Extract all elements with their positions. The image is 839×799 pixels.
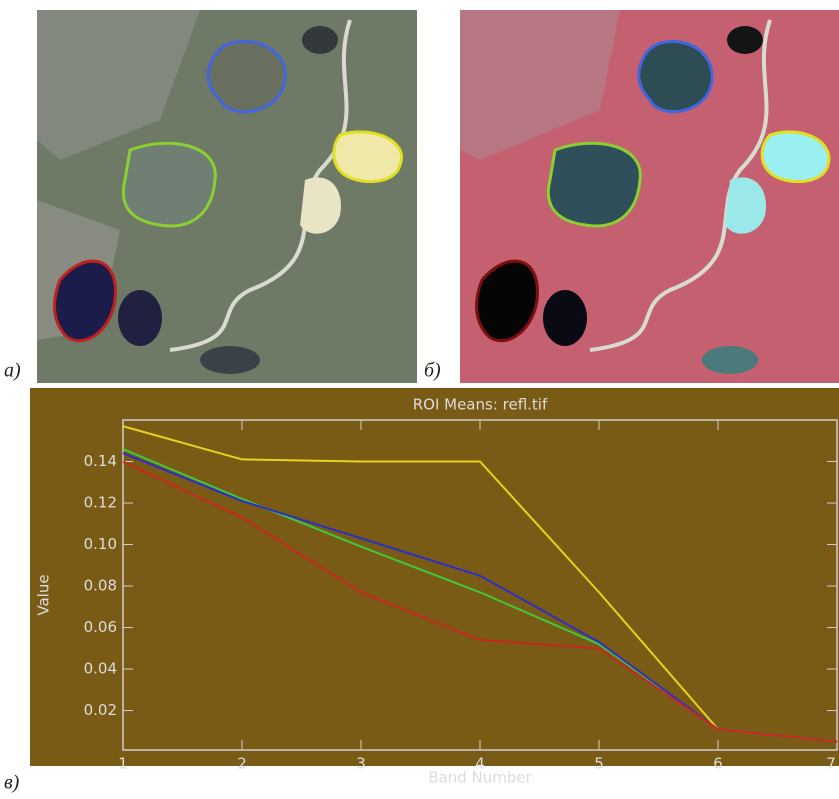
x-tick-label: 4	[475, 755, 485, 773]
panel-label: б)	[424, 360, 441, 382]
y-tick-label: 0.14	[84, 452, 117, 470]
x-tick-label: 1	[118, 755, 128, 773]
figure: а) б) в) ROI Means: refl.tif Band Number…	[0, 0, 839, 795]
x-tick-label: 3	[356, 755, 366, 773]
chart-background	[30, 388, 839, 766]
chart-title: ROI Means: refl.tif	[413, 396, 548, 414]
y-axis-label: Value	[35, 574, 53, 615]
panel-label: в)	[4, 772, 20, 794]
x-tick-label: 6	[713, 755, 723, 773]
x-tick-label: 7	[826, 755, 836, 773]
y-tick-label: 0.10	[84, 535, 117, 553]
y-tick-label: 0.02	[84, 701, 117, 719]
satellite-image-a	[37, 10, 417, 383]
y-tick-label: 0.04	[84, 660, 117, 678]
page: {"panels": ["а)", "б)", "в)"], "chart_da…	[0, 0, 839, 795]
y-tick-label: 0.06	[84, 618, 117, 636]
y-tick-label: 0.08	[84, 577, 117, 595]
y-tick-label: 0.12	[84, 494, 117, 512]
satellite-image-b	[460, 10, 839, 383]
x-tick-label: 2	[237, 755, 247, 773]
panel-label: а)	[4, 360, 21, 382]
x-tick-label: 5	[594, 755, 604, 773]
